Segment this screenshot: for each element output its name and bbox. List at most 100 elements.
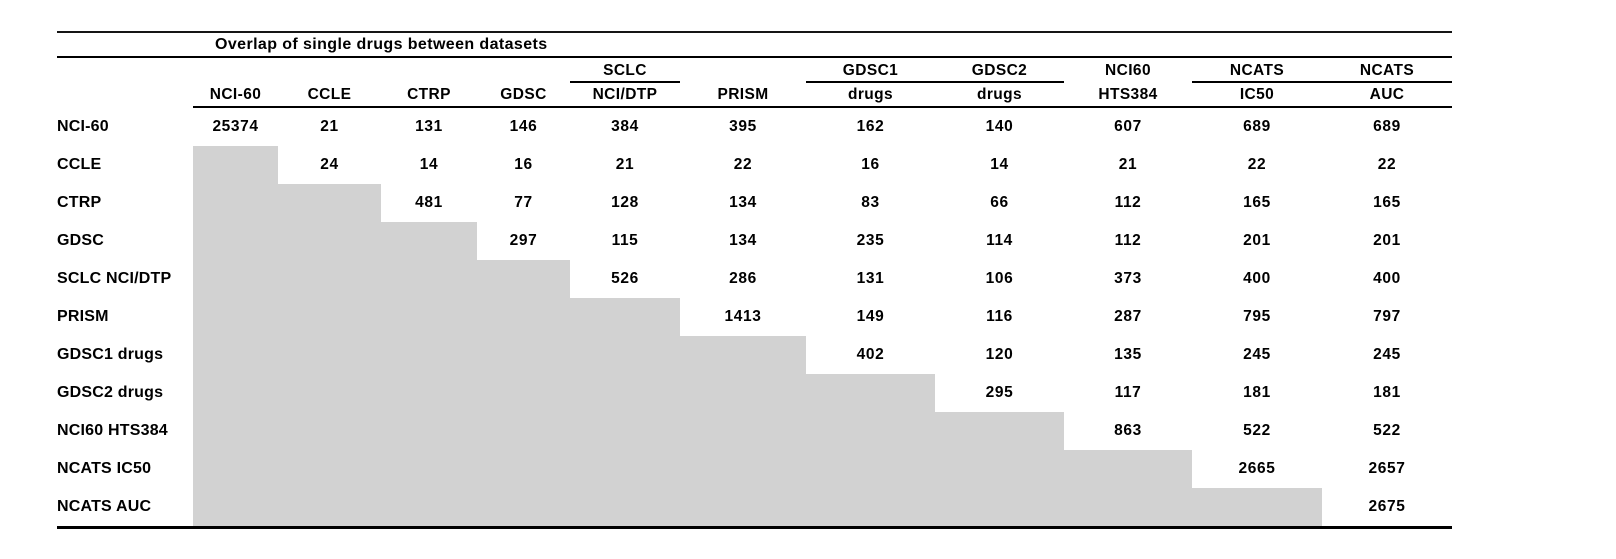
- matrix-cell-shaded: [806, 412, 935, 450]
- matrix-cell-shaded: [680, 488, 806, 526]
- header-bottom-cell: drugs: [806, 83, 935, 108]
- header-bottom-cell: GDSC: [477, 83, 570, 108]
- matrix-cell: 181: [1373, 384, 1401, 401]
- matrix-cell-shaded: [381, 450, 477, 488]
- matrix-cell: 522: [1243, 422, 1271, 439]
- header-top-cell: GDSC1: [842, 62, 899, 79]
- row-label: CCLE: [57, 156, 102, 173]
- matrix-cell-shaded: [278, 260, 381, 298]
- header-bottom-cell: NCI/DTP: [570, 83, 680, 108]
- matrix-cell-shaded: [935, 488, 1064, 526]
- matrix-cell: 245: [1373, 346, 1401, 363]
- matrix-cell: 14: [990, 156, 1009, 173]
- matrix-cell-shaded: [477, 260, 570, 298]
- matrix-cell-shaded: [477, 488, 570, 526]
- header-top-cell: [680, 58, 806, 83]
- matrix-cell: 400: [1373, 270, 1401, 287]
- matrix-cell-shaded: [278, 488, 381, 526]
- matrix-cell-shaded: [278, 412, 381, 450]
- matrix-cell: 165: [1243, 194, 1271, 211]
- matrix-cell-shaded: [381, 260, 477, 298]
- matrix-cell-shaded: [806, 488, 935, 526]
- matrix-cell-shaded: [477, 374, 570, 412]
- matrix-cell: 795: [1243, 308, 1271, 325]
- row-label: GDSC1 drugs: [57, 346, 164, 363]
- header-bottom-cell: HTS384: [1064, 83, 1192, 108]
- row-label: GDSC2 drugs: [57, 384, 164, 401]
- matrix-cell-shaded: [680, 374, 806, 412]
- column-headers: SCLC GDSC1 GDSC2 NCI60 NCATS NCATS NCI-6…: [57, 58, 1452, 108]
- header-bottom-cell: IC50: [1192, 83, 1322, 108]
- matrix-cell: 131: [415, 118, 443, 135]
- matrix-cell: 22: [1377, 156, 1397, 173]
- matrix-cell-shaded: [1192, 488, 1322, 526]
- matrix-cell-shaded: [381, 336, 477, 374]
- matrix-cell: 25374: [212, 118, 259, 135]
- matrix-cell-shaded: [680, 336, 806, 374]
- matrix-cell: 21: [615, 156, 635, 173]
- matrix-cell-shaded: [680, 412, 806, 450]
- matrix-cell: 165: [1373, 194, 1401, 211]
- matrix-cell-shaded: [381, 222, 477, 260]
- matrix-cell-shaded: [477, 450, 570, 488]
- header-group-sclc: SCLC: [570, 58, 680, 83]
- matrix-cell: 384: [611, 118, 639, 135]
- matrix-cell-shaded: [193, 298, 278, 336]
- matrix-cell-shaded: [570, 374, 680, 412]
- header-top-cell: [381, 58, 477, 83]
- matrix-cell: 24: [320, 156, 339, 173]
- matrix-cell-shaded: [193, 374, 278, 412]
- matrix-cell-shaded: [278, 184, 381, 222]
- row-label: PRISM: [57, 308, 109, 325]
- matrix-cell-shaded: [477, 298, 570, 336]
- matrix-cell: 162: [856, 118, 885, 135]
- matrix-cell-shaded: [381, 298, 477, 336]
- matrix-cell: 16: [514, 156, 533, 173]
- matrix-cell-shaded: [193, 412, 278, 450]
- matrix-cell: 181: [1243, 384, 1271, 401]
- matrix-cell: 135: [1114, 346, 1142, 363]
- matrix-cell: 201: [1373, 232, 1401, 249]
- matrix-cell: 146: [509, 118, 538, 135]
- matrix-cell: 112: [1114, 194, 1142, 211]
- matrix-cell: 689: [1243, 118, 1271, 135]
- header-top-cell: GDSC2: [971, 62, 1028, 79]
- matrix-cell: 112: [1114, 232, 1142, 249]
- header-bottom-cell: PRISM: [680, 83, 806, 108]
- matrix-cell-shaded: [193, 336, 278, 374]
- header-bottom-spacer: [57, 83, 193, 108]
- matrix-cell: 402: [856, 346, 885, 363]
- matrix-cell: 373: [1114, 270, 1142, 287]
- matrix-cell: 297: [509, 232, 538, 249]
- matrix-cell-shaded: [570, 488, 680, 526]
- matrix-cell: 201: [1243, 232, 1271, 249]
- header-group-gdsc: GDSC1 GDSC2: [806, 58, 1064, 83]
- matrix-cell: 114: [986, 232, 1013, 249]
- matrix-cell-shaded: [570, 336, 680, 374]
- matrix-cell: 245: [1243, 346, 1271, 363]
- matrix-cell: 2675: [1368, 498, 1406, 515]
- matrix-cell: 128: [611, 194, 639, 211]
- header-top-spacer: [57, 58, 193, 83]
- matrix-cell: 16: [861, 156, 880, 173]
- matrix-cell: 235: [856, 232, 885, 249]
- matrix-cell: 14: [419, 156, 439, 173]
- matrix-cell-shaded: [381, 412, 477, 450]
- matrix-cell-shaded: [806, 450, 935, 488]
- header-bottom-cell: NCI-60: [193, 83, 278, 108]
- matrix-cell: 295: [985, 384, 1014, 401]
- table-title: Overlap of single drugs between datasets: [215, 35, 548, 53]
- header-top-cell: [477, 58, 570, 83]
- row-label: NCI60 HTS384: [57, 422, 168, 439]
- matrix-cell-shaded: [193, 260, 278, 298]
- matrix-cell: 2657: [1368, 460, 1406, 477]
- header-top-cell: [193, 58, 278, 83]
- matrix-cell: 522: [1373, 422, 1401, 439]
- matrix-cell-shaded: [935, 450, 1064, 488]
- matrix-cell: 106: [985, 270, 1014, 287]
- matrix-cell: 120: [985, 346, 1014, 363]
- matrix-cell: 131: [856, 270, 885, 287]
- matrix-cell-shaded: [680, 450, 806, 488]
- matrix-cell: 134: [729, 194, 757, 211]
- row-label: NCATS AUC: [57, 498, 152, 515]
